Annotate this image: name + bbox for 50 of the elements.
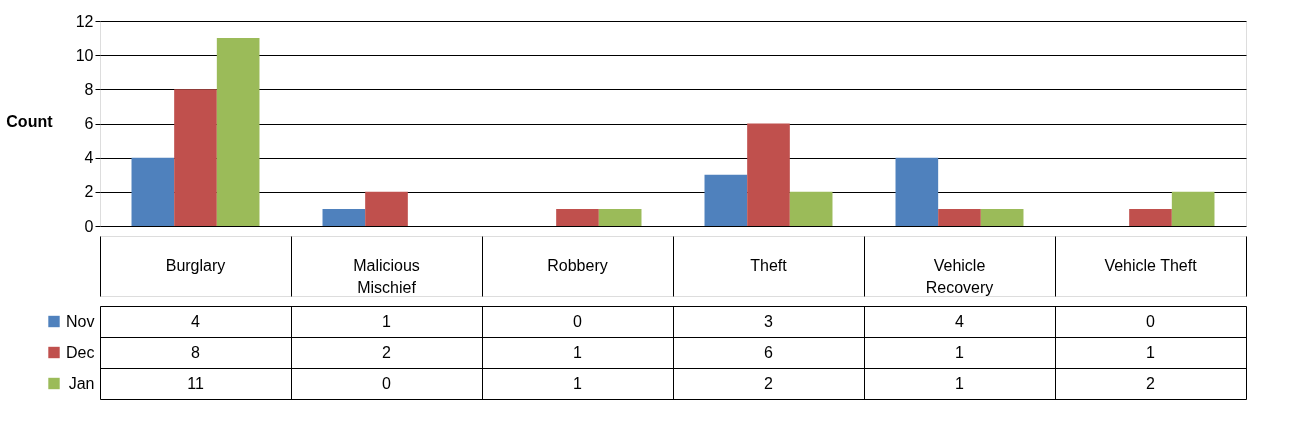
- data-label: 1: [955, 374, 965, 392]
- bar: [365, 191, 408, 226]
- data-label: 4: [191, 312, 201, 330]
- data-label: 6: [764, 343, 774, 361]
- y-tick-label: 8: [84, 80, 94, 98]
- bar: [598, 208, 642, 226]
- bar: [216, 38, 260, 226]
- y-tick-label: 10: [75, 46, 94, 64]
- bar: [1129, 208, 1172, 226]
- x-tick-label: Malicious Mischief: [353, 257, 420, 296]
- legend-label: Nov: [66, 313, 95, 330]
- bar: [322, 208, 366, 226]
- y-axis-title: Count: [6, 112, 54, 130]
- data-label: 1: [955, 343, 965, 361]
- data-label: 4: [955, 312, 965, 330]
- data-label: 0: [573, 312, 583, 330]
- data-label: 1: [1146, 343, 1156, 361]
- y-tick-label: 0: [84, 217, 94, 235]
- x-tick-label: Vehicle Recovery: [925, 257, 994, 296]
- y-tick-label: 2: [84, 183, 94, 201]
- data-label: 2: [764, 374, 774, 392]
- y-tick-label: 12: [75, 12, 94, 30]
- x-tick-label: Theft: [750, 257, 788, 274]
- data-label: 1: [382, 312, 392, 330]
- x-tick-label: Robbery: [547, 257, 608, 274]
- bar: [704, 174, 748, 226]
- x-tick-label: Vehicle Theft: [1104, 257, 1198, 274]
- bar: [1171, 191, 1215, 226]
- data-label: 11: [187, 374, 204, 392]
- data-label: 0: [1146, 312, 1156, 330]
- legend-label: Jan: [68, 375, 95, 392]
- legend-label: Dec: [66, 344, 95, 361]
- data-label: 1: [573, 343, 583, 361]
- bar: [895, 157, 939, 226]
- bar: [556, 208, 599, 226]
- data-label: 2: [1146, 374, 1156, 392]
- bar: [174, 89, 217, 226]
- bar: [789, 191, 833, 226]
- data-label: 8: [191, 343, 201, 361]
- y-tick-label: 6: [84, 115, 94, 132]
- bar: [980, 208, 1024, 226]
- y-tick-label: 4: [84, 149, 94, 167]
- bar: [747, 123, 790, 226]
- x-tick-label: Burglary: [165, 257, 226, 274]
- data-label: 1: [573, 374, 583, 392]
- bar: [938, 208, 981, 226]
- data-label: 0: [382, 374, 392, 392]
- data-label: 3: [764, 312, 774, 330]
- data-label: 2: [382, 343, 392, 361]
- bar: [131, 157, 175, 226]
